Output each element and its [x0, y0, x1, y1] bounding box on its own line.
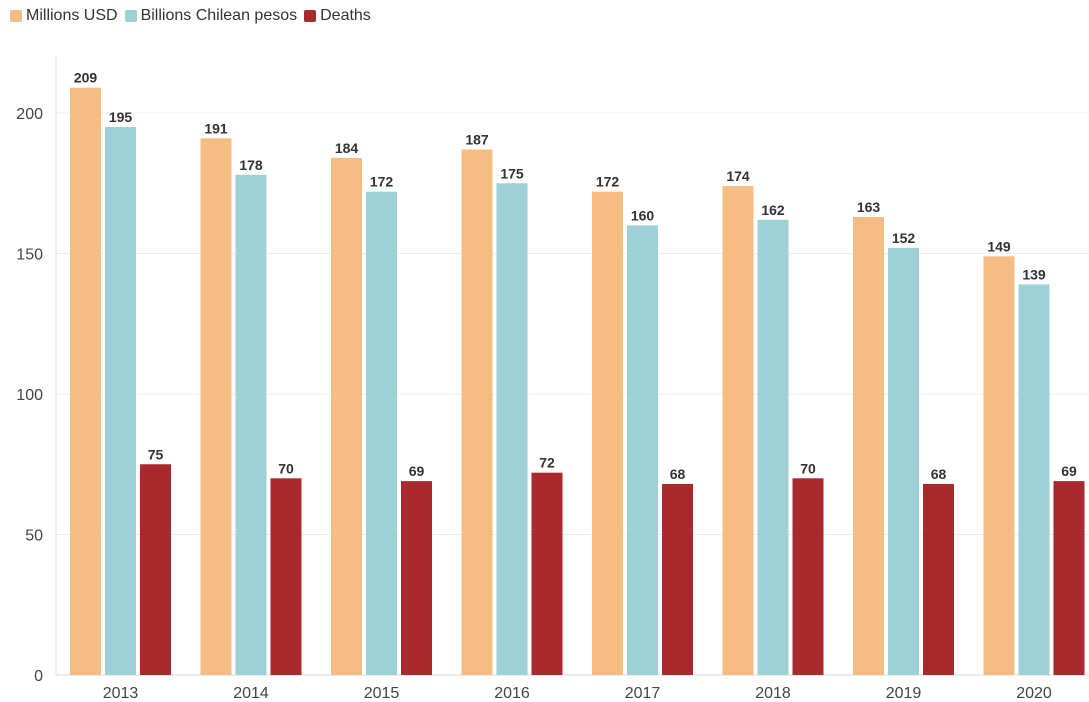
legend-label-deaths: Deaths: [320, 7, 371, 24]
legend-label-billions-chilean-pesos: Billions Chilean pesos: [140, 7, 298, 24]
data-label-millions-usd-2016: 187: [465, 132, 489, 148]
bar-millions-usd-2015: [331, 157, 362, 675]
data-label-deaths-2018: 70: [800, 460, 816, 476]
y-tick-label-50: 50: [25, 528, 43, 545]
bar-millions-usd-2014: [200, 138, 232, 676]
data-label-millions-usd-2019: 163: [857, 199, 881, 215]
bar-billions-chilean-pesos-2014: [235, 174, 267, 675]
bar-deaths-2019: [923, 483, 954, 675]
data-label-deaths-2019: 68: [931, 466, 947, 482]
data-label-millions-usd-2020: 149: [987, 238, 1011, 254]
y-tick-label-150: 150: [16, 247, 43, 264]
bar-deaths-2014: [270, 478, 302, 675]
data-label-deaths-2015: 69: [409, 463, 425, 479]
axis-layer: 0 50 100 150 200 2013 2014 2015 2016 2017 2018 2019…: [16, 55, 1052, 702]
bar-deaths-2015: [401, 481, 432, 675]
legend-label-millions-usd: Millions USD: [26, 7, 118, 24]
bar-deaths-2020: [1053, 481, 1085, 675]
bar-millions-usd-2019: [853, 216, 884, 675]
data-label-millions-usd-2015: 184: [335, 140, 359, 156]
bar-deaths-2013: [140, 464, 171, 675]
bar-billions-chilean-pesos-2018: [757, 219, 789, 675]
data-label-millions-usd-2018: 174: [726, 168, 750, 184]
legend-item-deaths[interactable]: Deaths: [304, 7, 371, 25]
bar-millions-usd-2013: [70, 87, 101, 675]
legend: Millions USD Billions Chilean pesos Deat…: [10, 7, 378, 25]
bar-billions-chilean-pesos-2015: [366, 191, 397, 675]
data-label-billions-chilean-pesos-2015: 172: [370, 174, 394, 190]
bar-billions-chilean-pesos-2017: [627, 225, 658, 675]
bar-billions-chilean-pesos-2019: [888, 247, 919, 675]
data-label-millions-usd-2014: 191: [204, 120, 228, 136]
bar-millions-usd-2016: [461, 149, 493, 675]
legend-swatch-billions-chilean-pesos: [124, 10, 137, 22]
x-tick-label-2018: 2018: [755, 685, 791, 702]
label-layer: 209 195 75 191 178 70 184 172 69 187 175 72 172 160 68…: [74, 70, 1077, 482]
legend-item-billions-chilean-pesos[interactable]: Billions Chilean pesos: [124, 7, 298, 25]
legend-item-millions-usd[interactable]: Millions USD: [10, 7, 118, 25]
bar-billions-chilean-pesos-2020: [1018, 284, 1050, 675]
data-label-deaths-2017: 68: [670, 466, 686, 482]
bar-deaths-2017: [662, 483, 693, 675]
data-label-billions-chilean-pesos-2017: 160: [631, 207, 655, 223]
x-tick-label-2014: 2014: [233, 685, 269, 702]
data-label-billions-chilean-pesos-2014: 178: [239, 157, 263, 173]
data-label-billions-chilean-pesos-2013: 195: [109, 109, 133, 125]
y-tick-label-200: 200: [16, 106, 43, 123]
bar-billions-chilean-pesos-2013: [105, 127, 136, 676]
data-label-deaths-2014: 70: [278, 460, 294, 476]
bar-millions-usd-2020: [983, 256, 1015, 675]
bar-millions-usd-2018: [722, 186, 754, 675]
x-tick-label-2013: 2013: [103, 685, 139, 702]
data-label-billions-chilean-pesos-2020: 139: [1022, 266, 1046, 282]
bar-millions-usd-2017: [592, 191, 623, 675]
data-label-billions-chilean-pesos-2019: 152: [892, 230, 916, 246]
x-tick-label-2020: 2020: [1016, 685, 1052, 702]
bar-billions-chilean-pesos-2016: [496, 183, 528, 675]
data-label-deaths-2013: 75: [148, 446, 164, 462]
y-tick-label-0: 0: [34, 668, 43, 685]
x-tick-label-2015: 2015: [364, 685, 400, 702]
data-label-billions-chilean-pesos-2016: 175: [500, 165, 524, 181]
x-tick-label-2017: 2017: [625, 685, 661, 702]
legend-swatch-millions-usd: [10, 10, 22, 22]
bar-deaths-2018: [792, 478, 824, 675]
data-label-billions-chilean-pesos-2018: 162: [761, 202, 785, 218]
bar-deaths-2016: [531, 472, 563, 675]
data-label-deaths-2016: 72: [539, 455, 555, 471]
data-label-deaths-2020: 69: [1061, 463, 1077, 479]
data-label-millions-usd-2017: 172: [596, 174, 620, 190]
legend-swatch-deaths: [304, 10, 317, 22]
data-label-millions-usd-2013: 209: [74, 70, 98, 86]
y-tick-label-100: 100: [16, 387, 43, 404]
bar-layer: [70, 87, 1085, 676]
x-tick-label-2019: 2019: [886, 685, 922, 702]
x-tick-label-2016: 2016: [494, 685, 530, 702]
